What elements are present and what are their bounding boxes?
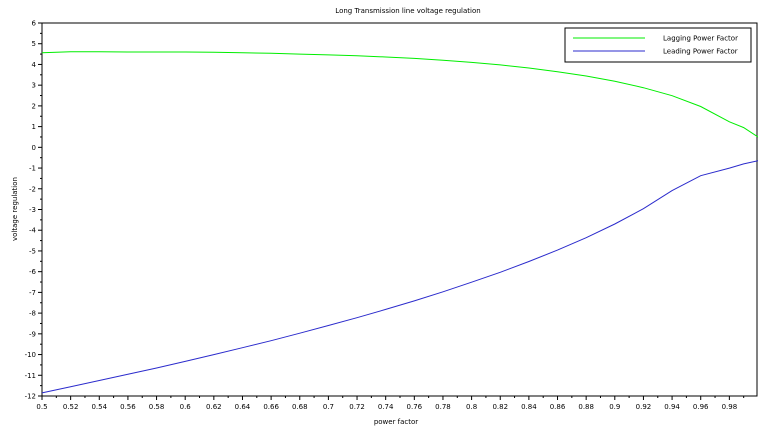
x-tick-label: 0.56	[120, 403, 136, 411]
x-tick-label: 0.98	[722, 403, 738, 411]
y-tick-label: -3	[29, 206, 36, 214]
x-tick-label: 0.62	[206, 403, 222, 411]
legend-label-leading: Leading Power Factor	[663, 48, 738, 56]
y-tick-label: -6	[29, 268, 37, 276]
x-axis: 0.5 0.52 0.54 0.56 0.58 0.6 0.62 0.64 0.66 0.68 0.…	[36, 396, 745, 411]
x-tick-label: 0.84	[521, 403, 537, 411]
x-tick-label: 0.68	[292, 403, 308, 411]
x-tick-label: 0.76	[407, 403, 423, 411]
legend-label-lagging: Lagging Power Factor	[663, 35, 738, 43]
x-tick-label: 0.6	[180, 403, 192, 411]
x-tick-label: 0.72	[349, 403, 365, 411]
x-tick-label: 0.9	[609, 403, 620, 411]
y-tick-label: -11	[25, 372, 36, 380]
y-tick-label: 3	[32, 82, 36, 90]
x-tick-label: 0.82	[492, 403, 508, 411]
x-tick-label: 0.74	[378, 403, 394, 411]
x-tick-label: 0.54	[91, 403, 107, 411]
y-tick-label: 6	[32, 20, 37, 28]
y-tick-label: -2	[29, 185, 36, 193]
y-tick-label: -5	[29, 247, 36, 255]
x-tick-label: 0.86	[550, 403, 566, 411]
y-tick-label: -12	[25, 393, 36, 401]
x-axis-label: power factor	[374, 418, 418, 426]
y-tick-label: -8	[29, 310, 36, 318]
x-tick-label: 0.66	[263, 403, 279, 411]
chart-title: Long Transmission line voltage regulatio…	[335, 7, 480, 15]
y-tick-label: 0	[32, 144, 36, 152]
x-tick-label: 0.78	[435, 403, 451, 411]
x-tick-label: 0.52	[63, 403, 79, 411]
y-tick-label: 5	[32, 40, 36, 48]
y-tick-label: 4	[32, 61, 37, 69]
x-tick-label: 0.5	[36, 403, 47, 411]
x-tick-label: 0.88	[578, 403, 594, 411]
legend: Lagging Power Factor Leading Power Factor	[564, 27, 752, 63]
x-tick-label: 0.7	[323, 403, 334, 411]
x-tick-label: 0.96	[693, 403, 709, 411]
y-tick-label: 2	[32, 102, 36, 110]
y-tick-label: 1	[32, 123, 36, 131]
y-tick-label: -7	[29, 289, 36, 297]
y-axis: 6 5 4 3 2 1 0 -1 -2 -3 -4 -5 -6 -7 -8 -9 -10 -11 -12	[25, 20, 42, 401]
leading-power-factor-line	[41, 160, 758, 394]
lagging-power-factor-line	[41, 51, 758, 138]
legend-box	[564, 27, 752, 63]
y-tick-label: -1	[29, 165, 36, 173]
y-axis-label: voltage regulation	[11, 177, 19, 241]
x-tick-label: 0.92	[636, 403, 652, 411]
x-tick-label: 0.58	[149, 403, 165, 411]
y-tick-label: -10	[25, 351, 36, 359]
y-tick-label: -4	[29, 227, 37, 235]
x-tick-label: 0.64	[235, 403, 251, 411]
series-layer	[41, 51, 758, 394]
x-tick-label: 0.8	[466, 403, 477, 411]
y-tick-label: -9	[29, 330, 36, 338]
x-tick-label: 0.94	[664, 403, 680, 411]
